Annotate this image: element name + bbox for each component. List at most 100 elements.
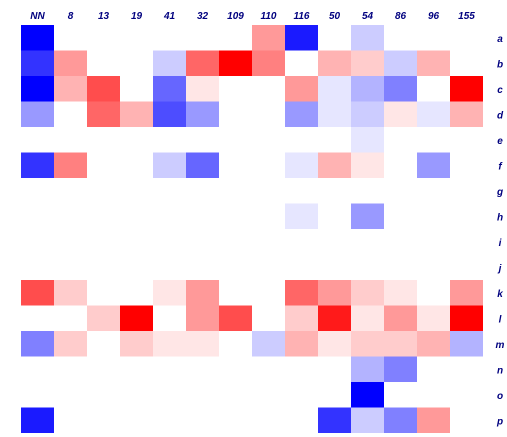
heatmap-cell-m-NN — [21, 331, 54, 357]
heatmap-cell-c-54 — [351, 76, 384, 102]
heatmap-cell-o-54 — [351, 382, 384, 408]
heatmap-cell-m-41 — [153, 331, 186, 357]
heatmap-cell-l-86 — [384, 305, 417, 331]
heatmap-cell-n-86 — [384, 356, 417, 382]
heatmap-cell-d-116 — [285, 101, 318, 127]
heatmap-cell-l-19 — [120, 305, 153, 331]
heatmap-cell-f-NN — [21, 152, 54, 178]
column-label: 8 — [68, 11, 74, 22]
column-label: 13 — [98, 11, 110, 22]
row-label: b — [497, 59, 503, 70]
heatmap-cell-c-155 — [450, 76, 483, 102]
row-label: m — [496, 340, 505, 351]
heatmap-cell-m-19 — [120, 331, 153, 357]
heatmap-cell-p-86 — [384, 407, 417, 433]
row-tick-labels: a b c d e f g h i j k l m n o p — [496, 34, 505, 428]
column-label: 54 — [362, 11, 374, 22]
heatmap-cell-c-41 — [153, 76, 186, 102]
heatmap-cell-e-54 — [351, 127, 384, 153]
heatmap-cell-m-54 — [351, 331, 384, 357]
column-label: 86 — [395, 11, 407, 22]
heatmap-cell-l-109 — [219, 305, 252, 331]
heatmap-cell-p-NN — [21, 407, 54, 433]
heatmap-cell-d-13 — [87, 101, 120, 127]
row-label: l — [499, 314, 502, 325]
heatmap-cell-k-116 — [285, 280, 318, 306]
heatmap-cell-b-32 — [186, 50, 219, 76]
heatmap-cell-l-54 — [351, 305, 384, 331]
heatmap-cell-c-116 — [285, 76, 318, 102]
heatmap-cell-f-50 — [318, 152, 351, 178]
heatmap-cell-c-13 — [87, 76, 120, 102]
heatmap-cell-b-109 — [219, 50, 252, 76]
heatmap-cell-d-86 — [384, 101, 417, 127]
row-label: e — [497, 136, 503, 147]
column-label: 41 — [163, 11, 176, 22]
heatmap-cell-m-86 — [384, 331, 417, 357]
heatmap-cell-b-96 — [417, 50, 450, 76]
heatmap-cell-n-54 — [351, 356, 384, 382]
column-label: 116 — [294, 11, 310, 22]
heatmap-cell-l-155 — [450, 305, 483, 331]
heatmap-cell-d-41 — [153, 101, 186, 127]
heatmap-cell-b-86 — [384, 50, 417, 76]
heatmap-cell-b-41 — [153, 50, 186, 76]
heatmap-cell-d-19 — [120, 101, 153, 127]
row-label: i — [499, 238, 502, 249]
heatmap-cell-p-54 — [351, 407, 384, 433]
heatmap-cell-f-116 — [285, 152, 318, 178]
heatmap-cell-a-116 — [285, 25, 318, 51]
heatmap-cell-m-96 — [417, 331, 450, 357]
heatmap-cell-m-8 — [54, 331, 87, 357]
heatmap-cell-d-50 — [318, 101, 351, 127]
heatmap-cell-p-96 — [417, 407, 450, 433]
heatmap-cell-l-32 — [186, 305, 219, 331]
heatmap-cell-h-116 — [285, 203, 318, 229]
column-tick-labels: NN 8 13 19 41 32 109 110 116 50 54 86 96 155 — [30, 11, 475, 22]
column-label: 155 — [458, 11, 475, 22]
heatmap-cell-a-54 — [351, 25, 384, 51]
heatmap-cell-m-50 — [318, 331, 351, 357]
heatmap-cell-b-50 — [318, 50, 351, 76]
heatmap-cell-m-155 — [450, 331, 483, 357]
heatmap-cell-f-41 — [153, 152, 186, 178]
row-label: k — [497, 289, 503, 300]
heatmap-cell-f-8 — [54, 152, 87, 178]
row-label: a — [497, 34, 503, 45]
heatmap-cell-l-50 — [318, 305, 351, 331]
column-label: 50 — [329, 11, 341, 22]
column-label: 96 — [428, 11, 440, 22]
row-label: g — [496, 187, 503, 198]
heatmap-cell-c-8 — [54, 76, 87, 102]
heatmap-cell-b-8 — [54, 50, 87, 76]
heatmap-cell-m-116 — [285, 331, 318, 357]
heatmap-cell-k-8 — [54, 280, 87, 306]
column-label: 110 — [261, 11, 277, 22]
heatmap-cell-c-NN — [21, 76, 54, 102]
heatmap-cell-d-32 — [186, 101, 219, 127]
heatmap-cell-c-50 — [318, 76, 351, 102]
row-label: o — [497, 391, 503, 402]
heatmap-cell-k-54 — [351, 280, 384, 306]
heatmap-cell-l-116 — [285, 305, 318, 331]
row-label: j — [497, 263, 502, 274]
heatmap-cell-m-110 — [252, 331, 285, 357]
column-label: NN — [30, 11, 45, 22]
row-label: c — [497, 85, 503, 96]
column-label: 32 — [197, 11, 209, 22]
heatmap-cell-l-13 — [87, 305, 120, 331]
heatmap-cell-b-NN — [21, 50, 54, 76]
heatmap-cell-k-NN — [21, 280, 54, 306]
column-label: 109 — [227, 11, 244, 22]
heatmap-cell-c-32 — [186, 76, 219, 102]
heatmap-cell-m-32 — [186, 331, 219, 357]
row-label: n — [497, 365, 503, 376]
heatmap-cell-k-32 — [186, 280, 219, 306]
row-label: h — [497, 212, 503, 223]
heatmap-cell-b-110 — [252, 50, 285, 76]
heatmap-cell-k-155 — [450, 280, 483, 306]
heatmap-cell-p-50 — [318, 407, 351, 433]
heatmap-cell-d-155 — [450, 101, 483, 127]
heatmap-cell-h-54 — [351, 203, 384, 229]
heatmap-cell-c-86 — [384, 76, 417, 102]
